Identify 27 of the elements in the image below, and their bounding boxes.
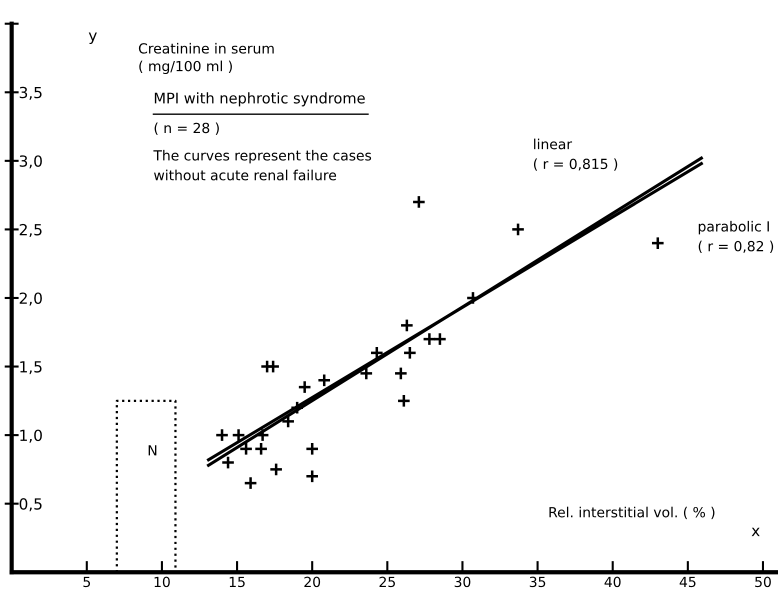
x-tick-label: 50 <box>755 576 771 588</box>
annotation: parabolic I ( r = 0,82 ) <box>698 220 774 254</box>
x-tick-label: 30 <box>454 576 470 588</box>
x-tick-label: 10 <box>154 576 170 588</box>
annotation: x <box>752 528 760 536</box>
x-tick-label: 25 <box>380 576 395 588</box>
x-tick-label: 5 <box>83 576 90 588</box>
x-tick-label: 20 <box>304 576 320 588</box>
y-tick-label: 1,0 <box>20 430 42 443</box>
text: ( n = 28 ) <box>154 122 219 135</box>
x-tick-label: 45 <box>680 576 696 588</box>
y-tick-label: 3,0 <box>20 155 42 168</box>
annotation: linear ( r = 0,815 ) <box>534 138 618 171</box>
y-tick-label: 1,5 <box>20 361 42 374</box>
y-axis-title: Creatinine in serum ( mg/100 ml ) <box>138 42 274 74</box>
annotation: N <box>148 445 156 456</box>
y-tick-label: 0,5 <box>20 498 42 512</box>
text: MPI with nephrotic syndrome <box>154 92 365 106</box>
x-tick-label: 35 <box>530 576 546 588</box>
annotation: The curves represent the cases without acute renal failure <box>153 150 372 180</box>
x-tick-label: 15 <box>230 576 245 588</box>
y-tick-label: 2,0 <box>20 292 42 306</box>
y-tick-label: 3,5 <box>20 86 42 100</box>
x-axis-title: Rel. interstitial vol. ( % ) <box>549 506 714 520</box>
y-tick-label: 2,5 <box>20 224 42 237</box>
x-tick-label: 40 <box>604 576 621 588</box>
annotation: y <box>88 32 97 44</box>
